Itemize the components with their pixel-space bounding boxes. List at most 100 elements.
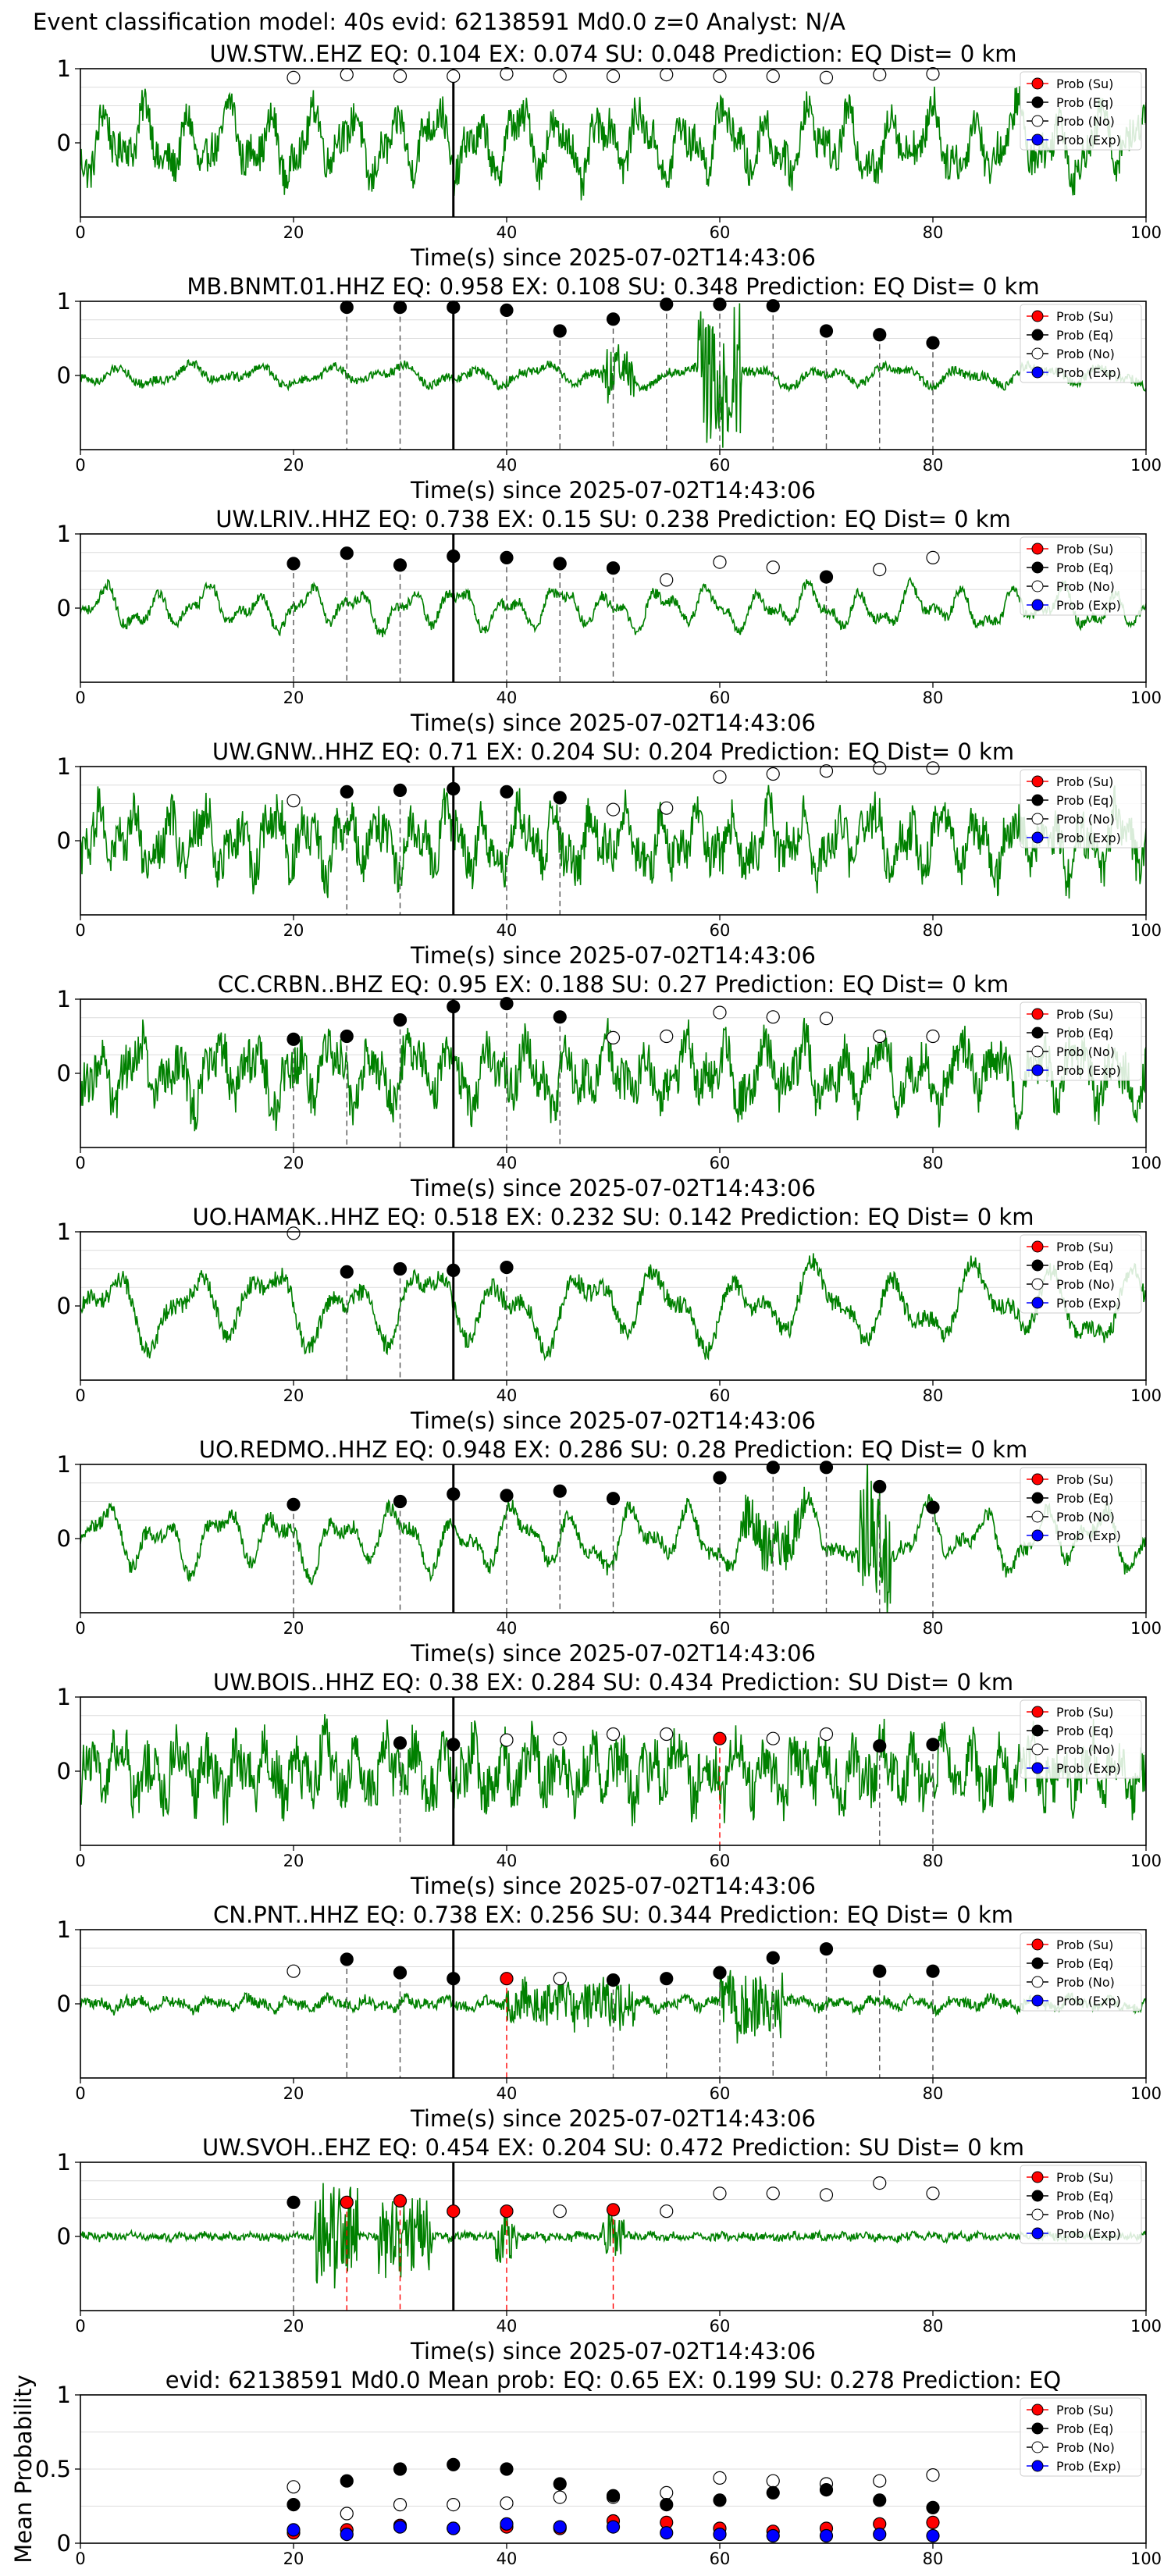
legend-marker-no (1031, 1045, 1044, 1058)
y-tick-label: 1 (57, 2149, 71, 2176)
mean-point-eq (926, 2500, 940, 2514)
prob-point-no (926, 761, 940, 775)
prob-point-no (287, 1226, 301, 1240)
y-tick-label: 0.5 (35, 2456, 71, 2482)
mean-point-eq (287, 2498, 301, 2512)
axes-frame (80, 1464, 1147, 1614)
y-tick-label: 0 (57, 2223, 71, 2250)
x-tick-label: 0 (75, 2549, 85, 2568)
y-tick-label: 1 (57, 1219, 71, 1245)
x-tick-label: 60 (710, 688, 731, 707)
legend-label-eq: Prob (Eq) (1056, 2189, 1113, 2204)
x-tick-label: 60 (710, 1619, 731, 1638)
prob-point-eq (447, 1263, 461, 1278)
x-tick-label: 20 (283, 1852, 304, 1870)
legend-marker-su (1031, 310, 1044, 322)
prob-point-eq (500, 550, 514, 565)
x-axis-label: Time(s) since 2025-07-02T14:43:06 (410, 244, 816, 271)
x-tick-label: 40 (497, 1386, 518, 1405)
prob-point-no (447, 69, 461, 84)
prob-point-eq (393, 1494, 408, 1509)
mean-point-eq (766, 2485, 780, 2500)
mean-point-exp (713, 2528, 727, 2542)
axes-frame (80, 1696, 1147, 1846)
legend-marker-exp (1031, 133, 1044, 146)
legend-label-exp: Prob (Exp) (1056, 1063, 1121, 1078)
legend-label-no: Prob (No) (1056, 1510, 1115, 1525)
legend-marker-su (1031, 775, 1044, 788)
prob-point-no (660, 1029, 674, 1044)
legend-marker-exp (1031, 2460, 1044, 2472)
prob-point-no (287, 1964, 301, 1978)
station-panel-2: 0 20 40 60 80 100 0 1 MB.BNMT.01.HHZ EQ: 0.958 E… (57, 273, 1162, 503)
legend-marker-eq (1031, 96, 1044, 109)
x-tick-label: 40 (497, 688, 518, 707)
x-tick-label: 20 (283, 223, 304, 242)
prob-point-eq (500, 997, 514, 1011)
mean-point-eq (393, 2462, 408, 2476)
prob-point-eq (447, 1738, 461, 1752)
prob-point-eq (340, 546, 354, 560)
y-tick-label: 1 (57, 1451, 71, 1478)
panel-title: UO.REDMO..HHZ EQ: 0.948 EX: 0.286 SU: 0.… (199, 1436, 1027, 1463)
prob-point-no (500, 67, 514, 81)
prob-point-no (553, 2204, 567, 2218)
x-tick-label: 100 (1130, 1852, 1162, 1870)
prob-point-no (766, 767, 780, 781)
prob-point-su (500, 2204, 514, 2218)
legend-box (1020, 769, 1142, 849)
x-tick-label: 20 (283, 2317, 304, 2336)
legend-label-su: Prob (Su) (1056, 2403, 1113, 2418)
axes-frame (80, 766, 1147, 916)
legend-box (1020, 1002, 1142, 1081)
x-tick-label: 80 (923, 2317, 944, 2336)
legend-label-su: Prob (Su) (1056, 76, 1113, 91)
prob-point-eq (393, 1966, 408, 1980)
prob-point-eq (393, 1012, 408, 1027)
legend-marker-exp (1031, 2227, 1044, 2240)
legend-marker-su (1031, 1938, 1044, 1951)
prob-point-eq (606, 561, 621, 575)
prob-point-eq (926, 1964, 940, 1978)
legend-label-exp: Prob (Exp) (1056, 831, 1121, 845)
prob-point-eq (553, 791, 567, 805)
y-tick-label: 0 (57, 362, 71, 389)
mean-point-eq (660, 2498, 674, 2512)
waveform-trace (80, 1017, 1146, 1132)
prob-point-no (766, 2186, 780, 2201)
waveform-trace (80, 576, 1146, 638)
prob-point-eq (500, 1260, 514, 1275)
legend-marker-su (1031, 1240, 1044, 1253)
legend-label-no: Prob (No) (1056, 347, 1115, 361)
x-tick-label: 0 (75, 223, 85, 242)
panel-title: UW.SVOH..EHZ EQ: 0.454 EX: 0.204 SU: 0.4… (202, 2134, 1024, 2161)
x-tick-label: 80 (923, 1386, 944, 1405)
x-axis-label: Time(s) since 2025-07-02T14:43:06 (410, 1407, 816, 1434)
legend-marker-no (1031, 1743, 1044, 1756)
prob-point-no (553, 1972, 567, 1986)
legend-label-eq: Prob (Eq) (1056, 328, 1113, 343)
x-tick-label: 20 (283, 921, 304, 940)
prob-point-eq (340, 1029, 354, 1044)
prob-point-eq (393, 1736, 408, 1750)
legend-label-su: Prob (Su) (1056, 774, 1113, 789)
y-tick-label: 0 (57, 827, 71, 854)
y-tick-label: 0 (57, 595, 71, 621)
prob-point-eq (447, 301, 461, 315)
mean-point-eq (606, 2489, 621, 2503)
legend-label-su: Prob (Su) (1056, 2170, 1113, 2185)
x-tick-label: 40 (497, 921, 518, 940)
x-tick-label: 20 (283, 1386, 304, 1405)
prob-point-eq (447, 549, 461, 564)
x-tick-label: 20 (283, 2549, 304, 2568)
prob-point-eq (713, 1966, 727, 1980)
prob-point-su (340, 2195, 354, 2209)
prob-point-eq (393, 301, 408, 315)
legend-label-exp: Prob (Exp) (1056, 598, 1121, 613)
prob-point-eq (819, 324, 834, 338)
legend-label-no: Prob (No) (1056, 1742, 1115, 1757)
legend-label-no: Prob (No) (1056, 579, 1115, 594)
legend-label-exp: Prob (Exp) (1056, 133, 1121, 148)
prob-point-eq (447, 1487, 461, 1501)
legend-marker-no (1031, 813, 1044, 825)
